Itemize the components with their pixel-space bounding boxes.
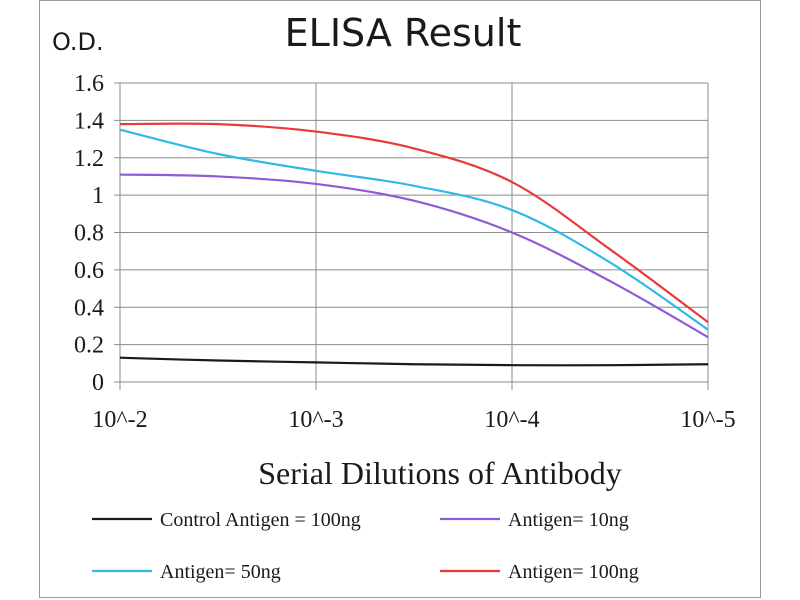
y-tick-label: 0.4 (74, 295, 104, 321)
x-axis-label: Serial Dilutions of Antibody (258, 455, 622, 491)
legend-label: Antigen= 10ng (508, 509, 629, 531)
legend-label: Control Antigen = 100ng (160, 509, 361, 531)
series-line (119, 122, 709, 324)
y-tick-label: 1 (92, 183, 104, 209)
y-tick-label: 0.2 (74, 333, 104, 359)
y-tick-label: 0.8 (74, 221, 104, 247)
series-line (119, 128, 709, 331)
gridlines (114, 82, 709, 390)
y-tick-label: 0.6 (74, 258, 104, 284)
y-axis-label: O.D. (52, 28, 104, 56)
data-series (119, 122, 709, 367)
x-tick-label: 10^-5 (680, 407, 735, 433)
legend-label: Antigen= 50ng (160, 561, 281, 583)
y-tick-label: 1.2 (74, 146, 104, 172)
x-axis-ticks: 10^-2 10^-3 10^-4 10^-5 (92, 407, 735, 433)
y-tick-label: 0 (92, 370, 104, 396)
x-tick-label: 10^-4 (484, 407, 539, 433)
x-tick-label: 10^-2 (92, 407, 147, 433)
x-tick-label: 10^-3 (288, 407, 343, 433)
y-tick-label: 1.4 (74, 108, 104, 134)
y-tick-label: 1.6 (74, 71, 104, 97)
series-line (119, 356, 709, 367)
chart-title: ELISA Result (285, 11, 522, 55)
legend-label: Antigen= 100ng (508, 561, 639, 583)
y-axis-ticks: 0 0.2 0.4 0.6 0.8 1 1.2 1.4 1.6 (74, 71, 104, 396)
legend: Control Antigen = 100ng Antigen= 10ng Anti… (92, 509, 639, 583)
series-line (119, 173, 709, 339)
